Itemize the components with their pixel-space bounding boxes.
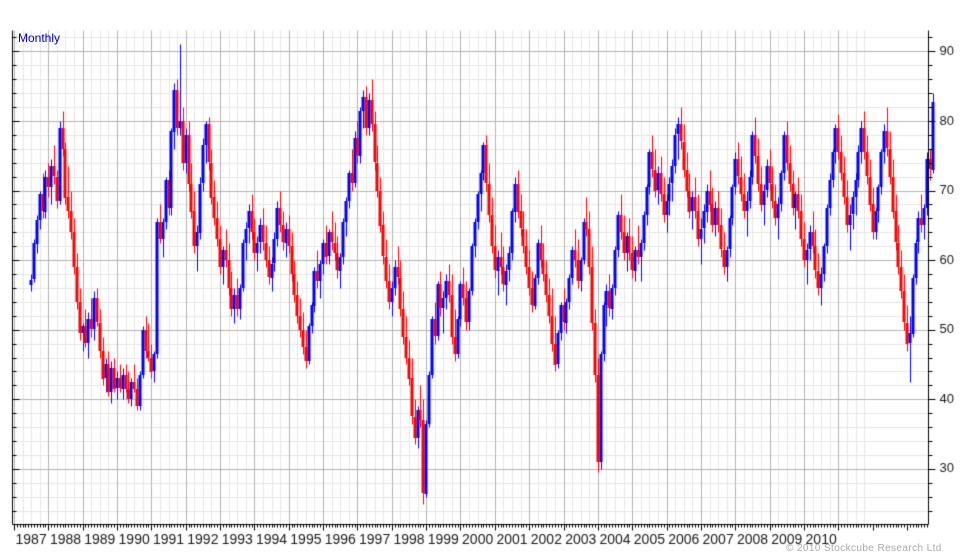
period-label: Monthly xyxy=(18,31,61,45)
copyright-notice: © 2010 Stockcube Research Ltd xyxy=(786,543,942,554)
